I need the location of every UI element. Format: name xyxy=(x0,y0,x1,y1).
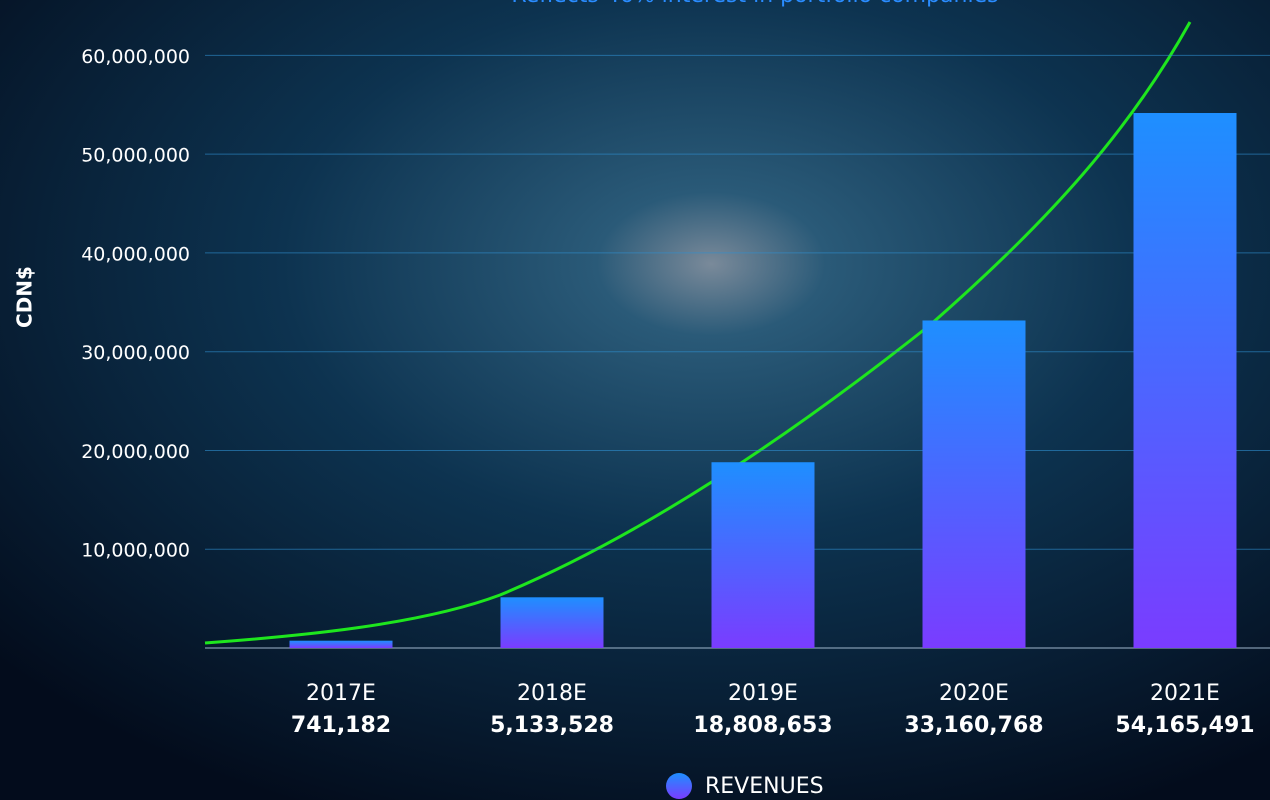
value-label: 18,808,653 xyxy=(693,713,832,738)
legend-swatch xyxy=(666,773,692,799)
bar xyxy=(922,320,1026,648)
value-label: 54,165,491 xyxy=(1115,713,1254,738)
value-label: 5,133,528 xyxy=(490,713,614,738)
x-tick-label: 2019E xyxy=(728,681,798,706)
x-tick-label: 2017E xyxy=(306,681,376,706)
value-label: 741,182 xyxy=(291,713,391,738)
y-tick-label: 10,000,000 xyxy=(81,540,190,562)
y-tick-label: 30,000,000 xyxy=(81,342,190,364)
y-tick-label: 60,000,000 xyxy=(81,46,190,68)
x-tick-label: 2020E xyxy=(939,681,1009,706)
y-tick-label: 20,000,000 xyxy=(81,441,190,463)
y-axis-label: CDN$ xyxy=(13,266,37,328)
bar xyxy=(711,462,815,648)
legend-label: REVENUES xyxy=(705,774,824,799)
y-tick-label: 40,000,000 xyxy=(81,243,190,265)
bar xyxy=(1133,113,1237,649)
y-tick-label: 50,000,000 xyxy=(81,145,190,167)
legend: REVENUES xyxy=(666,773,824,799)
x-tick-label: 2018E xyxy=(517,681,587,706)
bar xyxy=(289,640,393,648)
value-label: 33,160,768 xyxy=(904,713,1043,738)
x-tick-label: 2021E xyxy=(1150,681,1220,706)
bar xyxy=(500,597,604,648)
subtitle: Reflects 46% interest in portfolio compa… xyxy=(511,0,998,8)
